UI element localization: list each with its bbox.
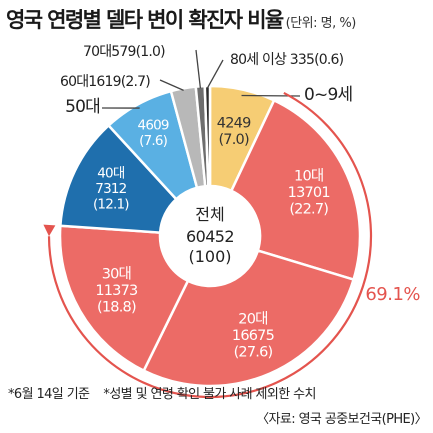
slice-label-20대-0: 20대 (238, 311, 267, 328)
leader-line-60대-name (159, 79, 184, 91)
slice-label-0-9세-0: 4249 (217, 115, 251, 131)
slice-label-20대-1: 16675 (232, 328, 274, 344)
slice-label-0-9세-1: (7.0) (218, 132, 249, 148)
highlight-arrowhead (43, 224, 56, 237)
slice-label-30대-1: 11373 (95, 283, 138, 299)
leader-line-80세이상-name (206, 59, 224, 89)
callout-80세이상-name: 80세 이상 335(0.6) (230, 52, 344, 68)
footnotes: *6월 14일 기준 *성별 및 연령 확인 불가 사례 제외한 수치 (8, 383, 428, 402)
highlight-percent-label: 69.1% (365, 284, 420, 305)
slice-label-20대-2: (27.6) (234, 345, 273, 361)
slice-label-40대-2: (12.1) (93, 196, 129, 212)
pie-slice-10대 (230, 99, 362, 281)
slice-label-30대-0: 30대 (102, 265, 131, 282)
center-label: 전체 (195, 205, 224, 224)
slice-label-50대-0: 4609 (138, 118, 169, 134)
slice-label-10대-2: (22.7) (289, 202, 328, 218)
footnote-date: *6월 14일 기준 (8, 387, 90, 402)
callout-0-9세-name: 0~9세 (304, 85, 352, 105)
slice-label-10대-0: 10대 (294, 168, 323, 185)
pie-slice-40대 (59, 124, 178, 234)
chart-title: 영국 연령별 델타 변이 확진자 비율 (6, 8, 284, 32)
slice-label-40대-1: 7312 (95, 181, 126, 197)
pie-slice-80세이상 (203, 84, 212, 188)
callout-60대-name: 60대1619(2.7) (60, 74, 150, 90)
pie-slice-20대 (142, 249, 355, 388)
chart-header: 영국 연령별 델타 변이 확진자 비율 (단위: 명, %) (6, 4, 430, 38)
unit-label: (단위: 명, %) (285, 16, 357, 31)
highlight-arc (47, 91, 373, 399)
callout-70대-name: 70대579(1.0) (83, 44, 165, 60)
slice-label-50대-1: (7.6) (139, 133, 168, 149)
footnote-exclusion: *성별 및 연령 확인 불가 사례 제외한 수치 (103, 387, 316, 402)
source-note: 〈자료: 영국 공중보건국(PHE)〉 (256, 412, 427, 427)
slice-label-10대-1: 13701 (288, 185, 330, 201)
callout-50대-name: 50대 (65, 97, 100, 117)
slice-label-40대-0: 40대 (97, 165, 125, 181)
leader-line-70대-name (195, 49, 202, 89)
pie-slice-30대 (58, 224, 190, 372)
center-total-percent: (100) (188, 247, 231, 266)
slice-label-30대-2: (18.8) (97, 299, 136, 315)
center-total: 60452 (186, 227, 234, 246)
